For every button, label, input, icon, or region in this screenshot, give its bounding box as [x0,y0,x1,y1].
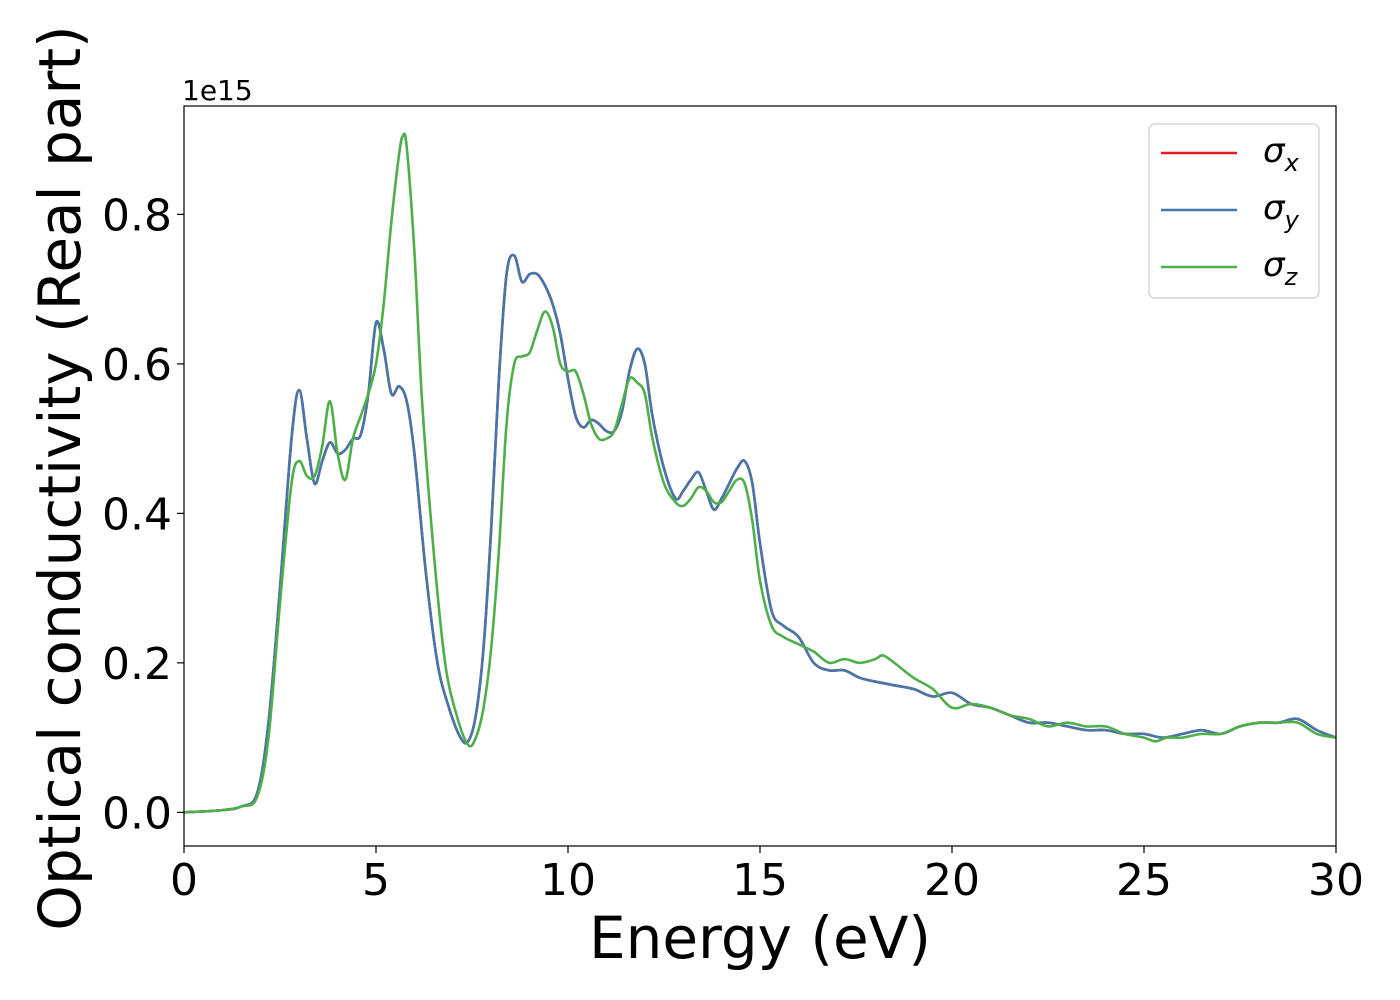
y-tick-label: 0.8 [102,190,172,241]
legend-label-x: σx [1263,131,1300,177]
y-axis-ticks: 0.0 0.2 0.4 0.6 0.8 [102,190,184,839]
x-axis-label: Energy (eV) [589,904,931,972]
series-line-y [184,253,1336,814]
series-layer [184,132,1336,814]
y-axis-label: Optical conductivity (Real part) [26,25,94,930]
legend: σx σy σz [1148,123,1320,299]
plot-area [183,105,1337,847]
y-tick-label: 0.4 [102,489,172,540]
x-tick-label: 20 [924,855,980,906]
x-tick-label: 10 [540,855,596,906]
y-offset-text: 1e15 [182,74,253,107]
y-tick-label: 0.0 [102,788,172,839]
legend-label-y: σy [1263,188,1300,234]
x-tick-label: 30 [1308,855,1364,906]
x-tick-label: 5 [362,855,390,906]
legend-label-z: σz [1263,245,1299,291]
x-tick-label: 0 [170,855,198,906]
x-axis-ticks: 0 5 10 15 20 25 30 [170,846,1364,906]
x-tick-label: 25 [1116,855,1172,906]
y-tick-label: 0.2 [102,639,172,690]
series-line-z [184,132,1336,814]
y-tick-label: 0.6 [102,340,172,391]
x-tick-label: 15 [732,855,788,906]
